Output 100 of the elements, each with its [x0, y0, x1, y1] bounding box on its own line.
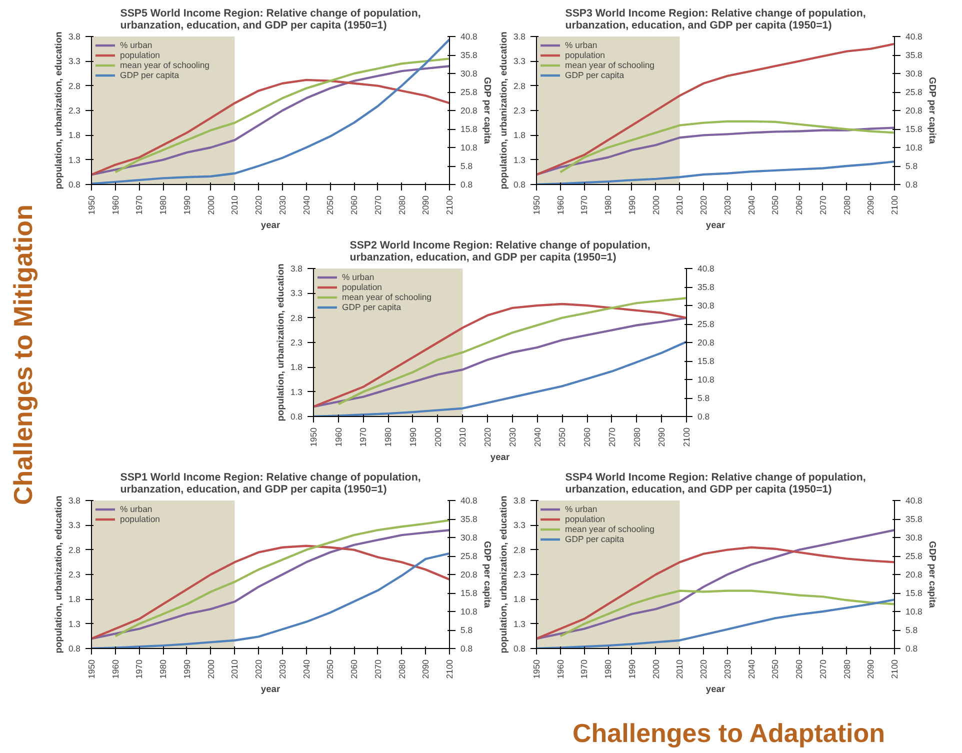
x-tick-label: 2100 — [890, 195, 900, 215]
y-tick-label: 2.3 — [68, 570, 81, 580]
y-tick-label: 0.8 — [68, 180, 81, 190]
y-axis-title: population, urbanization, education — [498, 495, 508, 654]
y-tick-label: 1.3 — [68, 618, 81, 629]
x-tick-label: 2030 — [277, 659, 288, 679]
x-tick-label: 2030 — [277, 195, 288, 215]
y-axis-title: population, urbanization, education — [53, 31, 64, 190]
x-tick-label: 2090 — [866, 195, 876, 215]
y2-tick-label: 20.8 — [460, 106, 478, 116]
y-tick-label: 3.3 — [68, 520, 81, 530]
x-tick-label: 2000 — [206, 659, 216, 679]
x-tick-label: 2070 — [372, 195, 383, 215]
y-tick-label: 3.8 — [513, 496, 526, 506]
line-series — [559, 120, 894, 174]
y2-axis-title: GDP per capita — [482, 77, 492, 145]
y-tick-label: 2.3 — [513, 106, 526, 116]
line-series — [536, 42, 894, 176]
x-tick-label: 2090 — [420, 659, 431, 679]
legend-label: mean year of schooling — [342, 292, 432, 302]
legend-label: % urban — [342, 272, 374, 282]
x-tick-label: 1980 — [158, 195, 168, 215]
x-tick-label: 1950 — [532, 659, 542, 679]
y-tick-label: 2.8 — [68, 80, 81, 91]
y2-tick-label: 20.8 — [906, 570, 923, 580]
x-axis-title: year — [706, 220, 726, 230]
x-tick-label: 1960 — [110, 195, 120, 215]
y2-tick-label: 20.8 — [460, 570, 478, 580]
x-tick-label: 2020 — [698, 659, 709, 679]
y-axis-title: population, urbanization, education — [53, 495, 64, 654]
x-tick-label: 1970 — [134, 659, 144, 679]
y-tick-label: 1.8 — [513, 130, 526, 140]
x-tick-label: 1960 — [555, 659, 566, 679]
x-axis-title: year — [260, 220, 280, 230]
legend-label: GDP per capita — [120, 70, 180, 80]
x-tick-label: 1970 — [134, 195, 144, 215]
y2-tick-label: 40.8 — [698, 264, 715, 274]
x-tick-label: 1980 — [158, 659, 168, 679]
x-tick-label: 1950 — [86, 659, 96, 679]
y2-tick-label: 15.8 — [698, 356, 715, 366]
chart-title: SSP4 World Income Region: Relative change of population, urbanzation, education, and GDP per capita (1950=1) — [565, 472, 866, 496]
x-axis-title: year — [490, 452, 510, 462]
x-tick-label: 2100 — [444, 195, 454, 215]
text: Challenges to Mitigation — [7, 204, 39, 506]
y2-tick-label: 15.8 — [906, 124, 923, 134]
y-tick-label: 1.3 — [513, 618, 526, 629]
x-tick-label: 2050 — [557, 427, 568, 447]
y2-tick-label: 10.8 — [698, 374, 715, 384]
y-tick-label: 2.8 — [513, 80, 526, 91]
x-tick-label: 2070 — [606, 427, 617, 447]
x-tick-label: 2080 — [842, 659, 852, 679]
y2-tick-label: 40.8 — [460, 32, 478, 42]
x-tick-label: 1990 — [182, 195, 192, 215]
x-tick-label: 2030 — [722, 659, 732, 679]
x-tick-label: 2010 — [230, 195, 240, 215]
x-tick-label: 2100 — [444, 659, 454, 679]
x-axis-title: year — [706, 684, 726, 694]
legend-label: GDP per capita — [342, 302, 402, 312]
legend-label: population — [120, 50, 160, 60]
y2-tick-label: 5.8 — [906, 625, 918, 635]
y2-tick-label: 30.8 — [460, 532, 478, 542]
x-tick-label: 2090 — [656, 427, 667, 447]
chart-title: SSP3 World Income Region: Relative change of population, urbanzation, education, and GDP per capita (1950=1) — [565, 8, 866, 32]
x-tick-label: 2010 — [458, 427, 468, 447]
x-tick-label: 2010 — [674, 195, 685, 215]
y2-tick-label: 15.8 — [906, 588, 923, 598]
x-tick-label: 2100 — [890, 659, 900, 679]
chart-title: SSP2 World Income Region: Relative change of population, urbanzation, education, and GDP per capita (1950=1) — [350, 240, 650, 264]
x-tick-label: 1990 — [182, 659, 192, 679]
y-tick-label: 3.3 — [513, 56, 526, 66]
x-tick-label: 2060 — [794, 195, 804, 215]
x-tick-label: 2020 — [254, 659, 264, 679]
y2-tick-label: 5.8 — [906, 161, 918, 171]
y-tick-label: 2.8 — [68, 544, 81, 555]
y-tick-label: 0.8 — [290, 412, 303, 422]
y-tick-label: 3.3 — [513, 520, 526, 530]
x-tick-label: 1950 — [308, 427, 318, 447]
x-tick-label: 1990 — [626, 659, 637, 679]
legend-label: % urban — [120, 40, 152, 50]
y-tick-label: 1.8 — [513, 594, 526, 604]
x-tick-label: 2030 — [722, 195, 732, 215]
y-tick-label: 1.8 — [68, 130, 81, 140]
y-tick-label: 0.8 — [513, 180, 526, 190]
legend-label: population — [342, 282, 382, 292]
x-tick-label: 2020 — [482, 427, 493, 447]
x-tick-label: 2040 — [301, 195, 312, 215]
x-tick-label: 2100 — [682, 427, 692, 447]
y-tick-label: 2.3 — [290, 338, 303, 348]
line-series — [536, 126, 894, 176]
y2-tick-label: 35.8 — [906, 50, 923, 60]
y-axis-title: population, urbanization, education — [498, 31, 508, 190]
y2-tick-label: 10.8 — [906, 606, 923, 616]
x-tick-label: 2010 — [674, 659, 685, 679]
x-tick-label: 2090 — [866, 659, 876, 679]
x-tick-label: 2080 — [842, 195, 852, 215]
x-tick-label: 2010 — [230, 659, 240, 679]
y2-tick-label: 40.8 — [906, 496, 923, 506]
y2-axis-title: GDP per capita — [927, 77, 938, 145]
y2-axis-title: GDP per capita — [927, 541, 938, 609]
y2-tick-label: 35.8 — [698, 282, 715, 292]
